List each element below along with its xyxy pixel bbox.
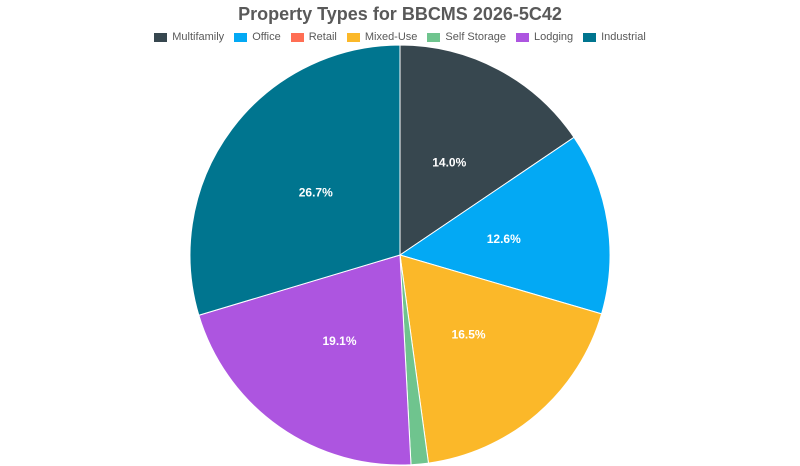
chart-title: Property Types for BBCMS 2026-5C42 [238,4,562,24]
slice-label-mixed-use: 16.5% [452,328,486,342]
pie-labels: 14.0% 12.6% 16.5% 19.1% 26.7% [299,155,521,348]
legend-label: Industrial [601,31,646,43]
pie-slice-mixed-use[interactable] [399,254,603,464]
legend-label: Lodging [533,31,574,43]
legend-label: Retail [308,31,337,43]
legend-label: Office [252,31,281,43]
legend-swatch [234,32,248,42]
legend: Multifamily Office Retail Mixed-Use Self Sto… [0,31,800,43]
legend-label: Self Storage [445,31,506,43]
legend-item-self-storage[interactable]: Self Storage [427,31,506,43]
legend-swatch [154,32,168,42]
legend-label: Mixed-Use [364,31,418,43]
slice-label-office: 12.6% [487,232,521,246]
legend-item-industrial[interactable]: Industrial [583,31,646,43]
legend-label: Multifamily [172,31,225,43]
legend-item-office[interactable]: Office [234,31,281,43]
legend-item-retail[interactable]: Retail [290,31,337,43]
pie-slice-lodging[interactable] [198,254,412,466]
legend-swatch [427,32,441,42]
legend-item-lodging[interactable]: Lodging [515,31,574,43]
pie-slices [189,44,611,466]
pie-slice-industrial[interactable] [189,44,401,316]
pie-slice-office[interactable] [398,136,611,315]
legend-swatch [515,32,529,42]
legend-swatch [583,32,597,42]
legend-item-mixed-use[interactable]: Mixed-Use [346,31,418,43]
slice-label-industrial: 26.7% [299,185,333,199]
legend-swatch [290,32,304,42]
legend-swatch [346,32,360,42]
pie-slice-multifamily[interactable] [399,44,575,256]
slice-label-multifamily: 14.0% [432,155,466,169]
slice-label-lodging: 19.1% [323,334,357,348]
legend-item-multifamily[interactable]: Multifamily [154,31,224,43]
